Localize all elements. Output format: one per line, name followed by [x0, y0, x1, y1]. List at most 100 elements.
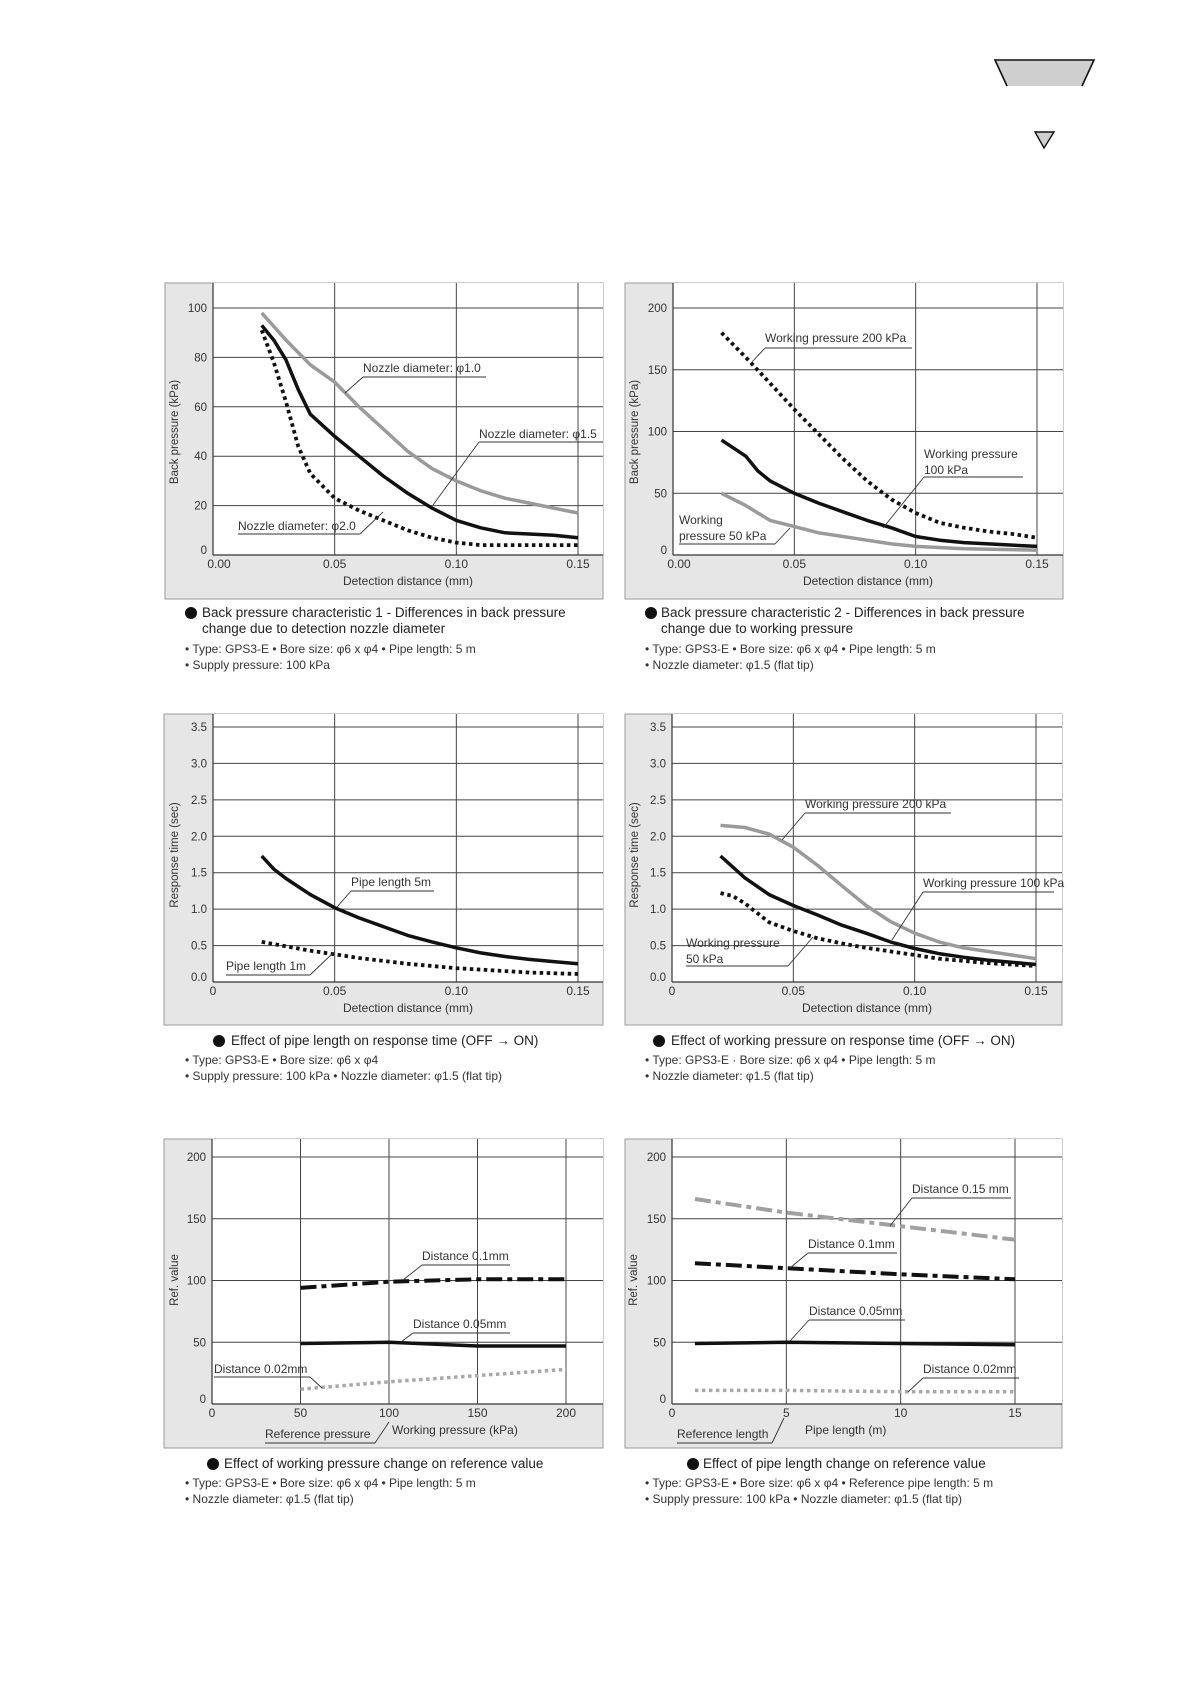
y-axis-label: Response time (sec)	[629, 802, 641, 908]
chart-spec-note: • Nozzle diameter: φ1.5 (flat tip)	[185, 1491, 354, 1506]
caption-bullet-icon	[207, 1458, 219, 1470]
chart-title: Effect of pipe length change on referenc…	[703, 1456, 986, 1471]
annotation-label: Pipe length 5m	[351, 875, 431, 889]
series-line-2	[694, 1261, 1016, 1282]
y-tick-label: 0	[201, 545, 207, 557]
y-tick-label: 3.5	[650, 722, 666, 734]
y-tick-label: 60	[194, 402, 207, 414]
x-tick-label: 0.00	[207, 557, 231, 571]
y-tick-label: 1.5	[650, 868, 666, 880]
y-tick-label: 1.5	[191, 868, 207, 880]
series-line-4	[694, 1388, 1015, 1394]
annotation-label: Nozzle diameter: φ1.5	[479, 427, 597, 441]
x-tick-label: 100	[379, 1406, 399, 1420]
series-line-1	[720, 823, 1037, 961]
annotation-leader-line	[344, 376, 364, 394]
chart-title: Effect of working pressure on response t…	[671, 1033, 1016, 1048]
annotation-label: Distance 0.02mm	[923, 1362, 1016, 1376]
y-tick-label: 150	[647, 1214, 666, 1226]
x-axis-label: Working pressure (kPa)	[392, 1423, 518, 1437]
chart-spec-note: • Type: GPS3-E • Bore size: φ6 x φ4 • Pi…	[645, 642, 936, 656]
chart-title: change due to detection nozzle diameter	[202, 621, 446, 636]
x-tick-label: 150	[467, 1406, 487, 1420]
y-tick-label: 3.0	[191, 758, 207, 770]
y-tick-label: 100	[187, 1276, 206, 1288]
plot-area	[672, 714, 1062, 982]
plot-area	[212, 1139, 603, 1404]
y-tick-label: 200	[647, 1152, 666, 1164]
series-line-3	[259, 329, 578, 547]
annotation-leader-line	[374, 1421, 390, 1444]
series-line-2	[720, 438, 1038, 549]
plot-area	[213, 283, 603, 555]
annotation-label: 50 kPa	[686, 952, 724, 966]
series-line-2	[719, 854, 1037, 967]
x-tick-label: 10	[894, 1406, 908, 1420]
series-line-2	[261, 940, 579, 976]
y-tick-label: 50	[653, 1337, 666, 1349]
x-axis-label: Detection distance (mm)	[802, 1001, 932, 1015]
annotation-label: Working pressure	[686, 936, 780, 950]
series-line-2	[260, 324, 579, 540]
annotation-leader-line	[774, 527, 791, 545]
caption-bullet-icon	[653, 1035, 665, 1047]
x-axis-label: Pipe length (m)	[805, 1423, 886, 1437]
annotation-leader-line	[400, 1332, 414, 1343]
annotation-leader-line	[781, 812, 806, 841]
chart-title: Effect of pipe length on response time (…	[231, 1033, 539, 1048]
annotation-label: Reference pressure	[265, 1427, 371, 1441]
chart-title: Back pressure characteristic 2 - Differe…	[661, 605, 1025, 620]
y-tick-label: 0.0	[191, 972, 207, 984]
annotation-label: Distance 0.1mm	[422, 1249, 509, 1263]
annotation-label: Distance 0.15 mm	[912, 1182, 1009, 1196]
y-axis-label: Back pressure (kPa)	[169, 380, 181, 484]
y-tick-label: 0.0	[650, 972, 666, 984]
annotation-leader-line	[907, 1377, 924, 1393]
x-tick-label: 0	[210, 984, 217, 998]
annotation-label: Pipe length 1m	[226, 959, 306, 973]
y-axis-label: Ref. value	[628, 1254, 640, 1306]
x-tick-label: 0.15	[1025, 557, 1049, 571]
y-tick-label: 150	[187, 1214, 206, 1226]
annotation-label: Working pressure 200 kPa	[805, 797, 947, 811]
x-axis-label: Detection distance (mm)	[343, 574, 473, 588]
chart-spec-note: • Type: GPS3-E • Bore size: φ6 x φ4 • Re…	[645, 1476, 994, 1490]
x-tick-label: 15	[1008, 1406, 1022, 1420]
y-tick-label: 0.5	[191, 941, 207, 953]
y-tick-label: 2.5	[650, 795, 666, 807]
y-tick-label: 0.5	[650, 941, 666, 953]
annotation-label: Working pressure 100 kPa	[923, 876, 1065, 890]
y-tick-label: 1.0	[191, 904, 207, 916]
x-tick-label: 0.05	[323, 557, 347, 571]
x-axis-label: Detection distance (mm)	[803, 574, 933, 588]
x-tick-label: 0.10	[445, 984, 469, 998]
y-tick-label: 40	[194, 451, 207, 463]
plot-area	[213, 714, 603, 982]
y-tick-label: 0	[660, 1394, 666, 1406]
x-tick-label: 0.05	[783, 557, 807, 571]
caption-bullet-icon	[687, 1458, 699, 1470]
annotation-leader-line	[336, 890, 352, 908]
x-tick-label: 0	[209, 1406, 216, 1420]
chart-5: 0 50 100 150 200 0 50 100 150 200 Working pressure…	[163, 1138, 604, 1449]
chart-3: 0.0 0.5 1.0 1.5 2.0 2.5 3.0 3.5 0 0.05 0.10 0.15 Det…	[163, 713, 604, 1026]
annotation-leader-line	[309, 952, 334, 976]
x-tick-label: 0.10	[903, 984, 927, 998]
annotation-label: Distance 0.05mm	[413, 1317, 506, 1331]
series-line-3	[694, 1340, 1016, 1347]
annotation-leader-line	[432, 441, 480, 506]
series-line-3	[300, 1367, 567, 1391]
y-tick-label: 0	[200, 1394, 206, 1406]
x-tick-label: 0.10	[904, 557, 928, 571]
x-tick-label: 0.15	[566, 984, 590, 998]
annotation-leader-line	[751, 347, 766, 363]
annotation-leader-line	[309, 1376, 323, 1389]
chart-6: 0 50 100 150 200 0 5 10 15 Pipe length (m) Ref. va…	[624, 1138, 1063, 1449]
chart-spec-note: • Type: GPS3-E · Bore size: φ6 x φ4 • Pi…	[645, 1053, 936, 1067]
x-axis-label: Detection distance (mm)	[343, 1001, 473, 1015]
y-tick-label: 2.0	[650, 831, 666, 843]
chart-title: Effect of working pressure change on ref…	[224, 1456, 544, 1471]
y-tick-label: 20	[194, 501, 207, 513]
annotation-leader-line	[787, 936, 814, 967]
annotation-leader-line	[882, 476, 925, 529]
